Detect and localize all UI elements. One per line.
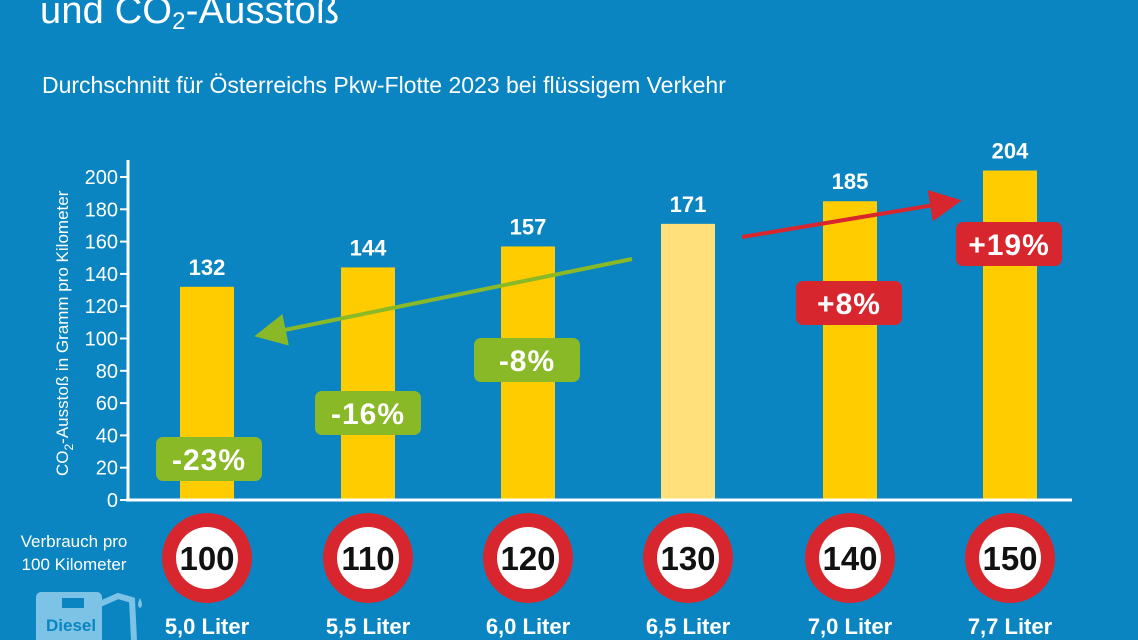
bar-value-label: 144 <box>350 235 387 260</box>
speed-limit-sign-center <box>657 527 719 589</box>
y-tick-label: 140 <box>85 264 118 286</box>
speed-limit-sign-center <box>497 527 559 589</box>
speed-limit-value: 140 <box>822 540 877 577</box>
speed-limit-value: 100 <box>179 540 234 577</box>
change-badge <box>156 437 262 481</box>
title-main: und CO <box>40 0 173 32</box>
change-badge <box>474 338 580 382</box>
speed-limit-value: 110 <box>341 540 394 577</box>
consumption-label-line2: 100 Kilometer <box>21 555 127 574</box>
y-axis-title-part: CO <box>53 451 72 477</box>
change-badge-label: -16% <box>331 398 405 431</box>
speed-limit-value: 150 <box>982 540 1037 577</box>
change-badge <box>956 222 1062 266</box>
title-subscript: 2 <box>172 8 186 35</box>
fuel-consumption-label: 6,5 Liter <box>646 614 731 639</box>
y-tick-label: 0 <box>107 490 118 512</box>
bar <box>341 267 395 500</box>
page-subtitle: Durchschnitt für Österreichs Pkw-Flotte … <box>42 72 726 98</box>
fuel-consumption-label: 7,0 Liter <box>808 614 893 639</box>
change-badge-label: -8% <box>499 345 555 378</box>
fuel-pump-body <box>36 592 102 640</box>
y-tick-label: 40 <box>96 425 118 447</box>
y-tick-label: 120 <box>85 296 118 318</box>
change-badge-label: -23% <box>172 444 246 477</box>
y-axis-title: CO2-Ausstoß in Gramm pro Kilometer <box>53 190 76 476</box>
bar <box>661 223 715 500</box>
speed-limit-sign-center <box>819 527 881 589</box>
bar <box>983 170 1037 501</box>
fuel-pump-icon <box>36 592 142 640</box>
consumption-label: Verbrauch pro 100 Kilometer <box>10 530 138 576</box>
y-tick-label: 80 <box>96 361 118 383</box>
speed-limit-value: 130 <box>660 540 715 577</box>
trend-arrow-red <box>741 189 962 239</box>
y-tick-label: 160 <box>85 232 118 254</box>
fuel-drop <box>138 598 142 608</box>
trend-arrow-green <box>254 257 633 346</box>
page-title: und CO2-Ausstoß <box>40 0 339 47</box>
change-badge-label: +19% <box>968 229 1050 262</box>
bar-value-label: 204 <box>992 139 1029 164</box>
speed-limit-value: 120 <box>500 540 555 577</box>
y-tick-label: 100 <box>85 329 118 351</box>
bar-value-label: 157 <box>510 214 547 239</box>
change-badge-label: +8% <box>817 288 881 321</box>
fuel-pump-window <box>62 598 84 608</box>
y-axis-title-part: -Ausstoß in Gramm pro Kilometer <box>53 190 72 444</box>
fuel-consumption-label: 5,0 Liter <box>165 614 250 639</box>
speed-limit-sign-center <box>979 527 1041 589</box>
change-badge <box>315 391 421 435</box>
y-tick-label: 20 <box>96 458 118 480</box>
bar-value-label: 171 <box>670 192 707 217</box>
bar-value-label: 185 <box>832 169 869 194</box>
speed-limit-sign-center <box>337 527 399 589</box>
consumption-label-line1: Verbrauch pro <box>20 532 128 551</box>
fuel-consumption-label: 5,5 Liter <box>326 614 411 639</box>
diesel-label: Diesel <box>46 616 97 635</box>
y-tick-label: 200 <box>85 167 118 189</box>
title-rest: -Ausstoß <box>185 0 340 32</box>
fuel-consumption-label: 6,0 Liter <box>486 614 571 639</box>
bar <box>823 201 877 500</box>
y-axis-title-subscript: 2 <box>62 444 76 451</box>
bar-value-label: 132 <box>189 255 226 280</box>
change-badge <box>796 281 902 325</box>
fuel-consumption-label: 7,7 Liter <box>968 614 1053 639</box>
speed-limit-sign-center <box>176 527 238 589</box>
fuel-pump-hose <box>98 592 137 640</box>
y-tick-label: 60 <box>96 393 118 415</box>
y-tick-label: 180 <box>85 199 118 221</box>
